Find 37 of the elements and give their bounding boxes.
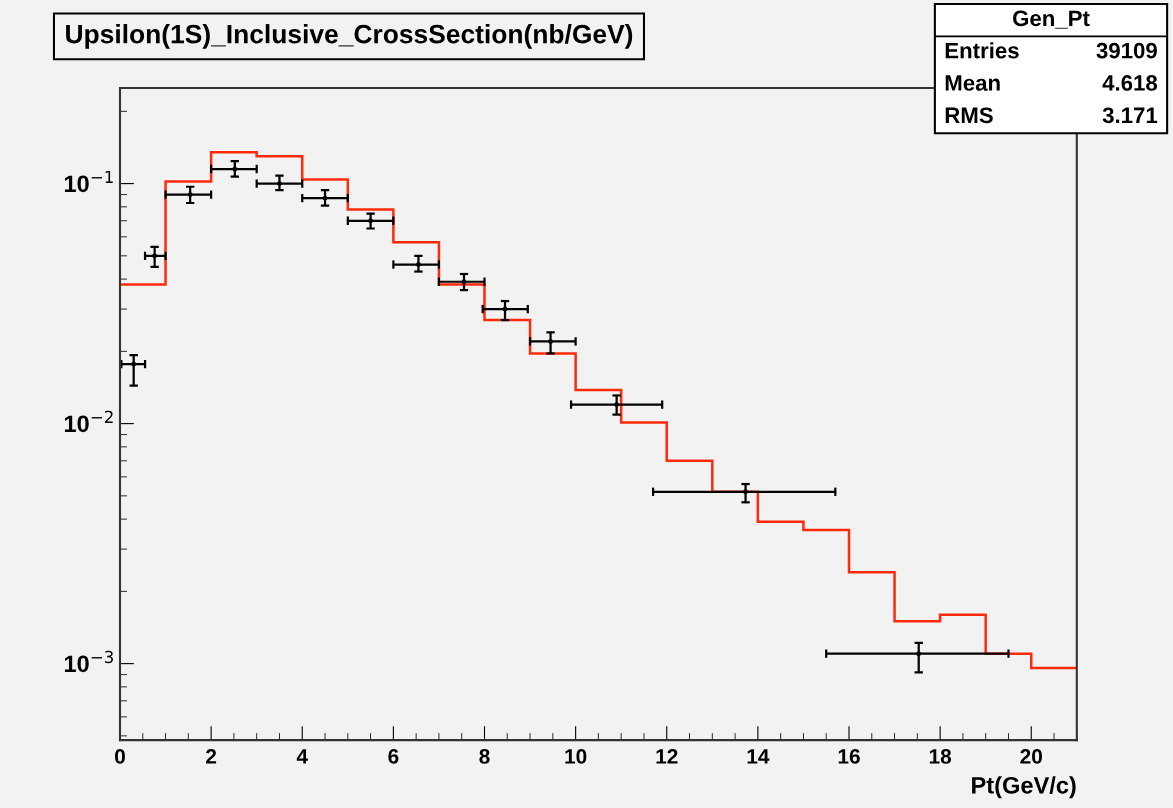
point — [322, 195, 328, 201]
point — [152, 253, 158, 259]
x-tick-label: 20 — [1020, 749, 1042, 764]
x-tick-label: 8 — [479, 749, 490, 764]
annotation: Mean — [945, 75, 1000, 91]
text: 4.618 — [1102, 75, 1158, 91]
point — [232, 166, 238, 172]
text: 3.171 — [1102, 107, 1158, 124]
point — [614, 402, 620, 408]
point — [916, 651, 922, 657]
y-tick-label: 10$^{−1}$ — [64, 170, 113, 193]
text: Gen_Pt — [1013, 10, 1090, 29]
x-tick-label: 6 — [388, 749, 399, 764]
point — [187, 192, 193, 197]
point — [461, 279, 467, 285]
x-axis-title: Pt(GeV/c) — [972, 776, 1076, 799]
x-tick-label: 10 — [565, 749, 587, 764]
text: 39109 — [1096, 42, 1157, 59]
y-tick-label: 10$^{−3}$ — [64, 650, 113, 673]
x-tick-label: 0 — [115, 749, 125, 764]
point — [416, 262, 421, 267]
x-tick-label: 2 — [206, 749, 217, 764]
x-tick-label: 18 — [929, 749, 952, 764]
point — [368, 218, 374, 224]
text: Entries — [945, 42, 1019, 59]
y-tick-label: 10$^{−2}$ — [64, 410, 113, 433]
point — [743, 489, 749, 495]
point — [548, 338, 553, 344]
x-tick-label: 12 — [656, 749, 678, 764]
point — [502, 306, 508, 312]
chart-title: Upsilon(1S)_Inclusive_CrossSection(nb/GeV) — [66, 24, 633, 49]
point — [277, 181, 282, 187]
point — [131, 361, 137, 367]
x-tick-label: 4 — [296, 749, 308, 764]
x-tick-label: 16 — [838, 749, 860, 764]
annotation: RMS — [945, 107, 993, 124]
x-tick-label: 14 — [747, 749, 770, 764]
